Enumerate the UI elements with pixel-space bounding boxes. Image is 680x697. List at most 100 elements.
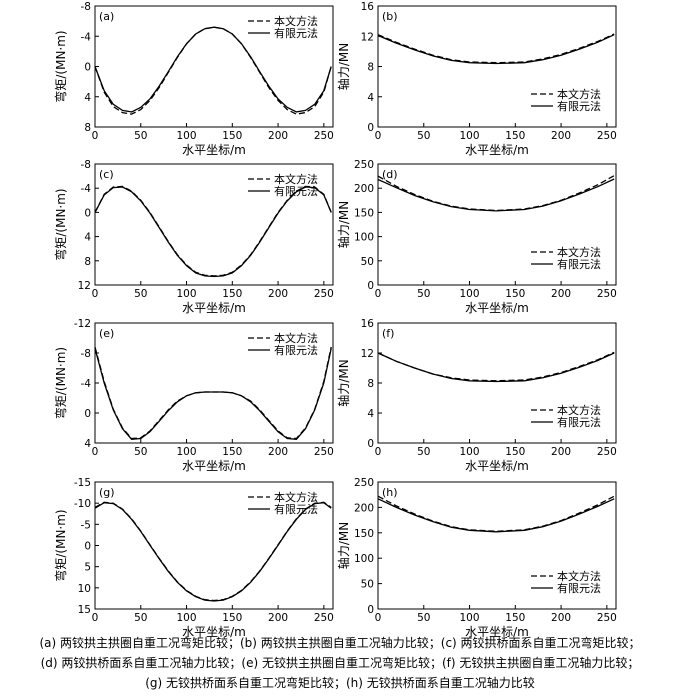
y-axis-title: 弯矩/(MN·m) bbox=[53, 30, 68, 102]
y-tick-label: -8 bbox=[81, 1, 91, 13]
panel-label: (a) bbox=[99, 10, 114, 23]
legend-label: 有限元法 bbox=[557, 99, 601, 113]
y-axis-title: 弯矩/(MN·m) bbox=[53, 347, 68, 419]
x-tick-label: 200 bbox=[551, 446, 571, 458]
y-tick-label: 150 bbox=[354, 207, 374, 219]
y-tick-label: 4 bbox=[367, 92, 374, 104]
y-tick-label: 10 bbox=[78, 583, 91, 595]
y-tick-label: 0 bbox=[84, 207, 91, 219]
y-tick-label: 200 bbox=[354, 502, 374, 514]
y-tick-label: -4 bbox=[81, 183, 92, 195]
plot-frame bbox=[94, 163, 334, 286]
y-tick-label: 4 bbox=[84, 438, 91, 450]
x-axis-title: 水平坐标/m bbox=[465, 301, 529, 315]
y-tick-label: 4 bbox=[367, 408, 374, 420]
panel-label: (d) bbox=[382, 168, 398, 181]
legend-label: 本文方法 bbox=[274, 14, 318, 28]
legend-label: 有限元法 bbox=[274, 26, 318, 40]
legend-label: 本文方法 bbox=[274, 172, 318, 186]
series-line-2 bbox=[94, 502, 332, 602]
y-tick-label: 150 bbox=[354, 528, 374, 540]
y-tick-label: 16 bbox=[361, 318, 375, 330]
series-line-1 bbox=[94, 501, 332, 602]
chart-panel-3: 0 50 100 150 200 250 -8 -4 0 4 8 12 水平坐标/m 弯矩/(MN·m) (… bbox=[53, 159, 334, 315]
y-tick-label: 0 bbox=[84, 408, 91, 420]
series-line-2 bbox=[377, 498, 615, 533]
y-tick-label: -4 bbox=[81, 31, 92, 43]
y-tick-label: 8 bbox=[367, 378, 374, 390]
x-tick-label: 200 bbox=[268, 446, 288, 458]
y-tick-label: -10 bbox=[74, 498, 91, 510]
x-tick-label: 0 bbox=[375, 612, 382, 624]
series-line-2 bbox=[377, 34, 615, 65]
legend-label: 本文方法 bbox=[557, 245, 601, 259]
x-axis-title: 水平坐标/m bbox=[465, 143, 529, 157]
x-tick-label: 100 bbox=[460, 288, 480, 300]
y-tick-label: -12 bbox=[74, 318, 91, 330]
y-axis-title: 轴力/MN bbox=[336, 522, 351, 569]
y-tick-label: 200 bbox=[354, 183, 374, 195]
x-tick-label: 250 bbox=[314, 612, 334, 624]
chart-panel-5: 0 50 100 150 200 250-12-8-404水平坐标/m弯矩/(MN·m)(… bbox=[53, 318, 334, 473]
x-tick-label: 100 bbox=[460, 446, 480, 458]
series-line-1 bbox=[94, 185, 332, 277]
x-tick-label: 50 bbox=[134, 288, 147, 300]
x-axis-title: 水平坐标/m bbox=[465, 459, 529, 473]
legend-label: 有限元法 bbox=[557, 415, 601, 429]
y-tick-label: 0 bbox=[84, 62, 91, 74]
x-tick-label: 50 bbox=[134, 612, 147, 624]
x-axis-title: 水平坐标/m bbox=[182, 459, 246, 473]
y-tick-label: 0 bbox=[367, 604, 374, 616]
legend-label: 有限元法 bbox=[557, 257, 601, 271]
x-tick-label: 50 bbox=[134, 446, 147, 458]
y-axis-title: 轴力/MN bbox=[336, 359, 351, 406]
plot-frame bbox=[377, 163, 617, 286]
legend-label: 本文方法 bbox=[274, 331, 318, 345]
x-tick-label: 150 bbox=[505, 288, 525, 300]
chart-panel-7: 0 50 100 150 200 250 -15 -10 -5 0 5 10 15 水平坐标/m 弯矩/(M… bbox=[53, 477, 334, 639]
x-tick-label: 0 bbox=[92, 446, 99, 458]
chart-panel-1: 0 50 100 150 200 250 -8 -4 0 4 8 水平坐标/m 弯矩/(MN·m) (a)… bbox=[53, 1, 334, 157]
x-tick-label: 150 bbox=[222, 288, 242, 300]
y-tick-label: 50 bbox=[361, 256, 374, 268]
y-tick-label: 12 bbox=[361, 31, 374, 43]
y-axis-title: 轴力/MN bbox=[336, 201, 351, 248]
x-tick-label: 100 bbox=[460, 612, 480, 624]
y-tick-label: 5 bbox=[84, 562, 91, 574]
figure-caption: (a) 两铰拱主拱圈自重工况弯矩比较；(b) 两铰拱主拱圈自重工况轴力比较；(c… bbox=[0, 633, 680, 693]
x-tick-label: 100 bbox=[177, 288, 197, 300]
legend-label: 有限元法 bbox=[274, 343, 318, 357]
y-tick-label: 0 bbox=[84, 541, 91, 553]
y-tick-label: -15 bbox=[74, 477, 91, 489]
x-tick-label: 0 bbox=[92, 612, 99, 624]
series-line-1 bbox=[377, 175, 615, 212]
y-axis-title: 轴力/MN bbox=[336, 43, 351, 90]
x-tick-label: 150 bbox=[222, 612, 242, 624]
y-tick-label: 15 bbox=[78, 604, 91, 616]
y-tick-label: 250 bbox=[354, 159, 374, 171]
panel-label: (g) bbox=[99, 486, 115, 499]
x-tick-label: 150 bbox=[505, 130, 525, 142]
x-tick-label: 250 bbox=[314, 446, 334, 458]
y-tick-label: 0 bbox=[367, 280, 374, 292]
x-tick-label: 150 bbox=[505, 446, 525, 458]
series-line-2 bbox=[377, 352, 615, 383]
x-tick-label: 250 bbox=[597, 130, 617, 142]
x-tick-label: 100 bbox=[177, 612, 197, 624]
series-line-1 bbox=[377, 33, 615, 64]
y-tick-label: -4 bbox=[81, 378, 92, 390]
x-tick-label: 200 bbox=[551, 130, 571, 142]
x-tick-label: 200 bbox=[268, 612, 288, 624]
caption-line-3: (g) 无铰拱桥面系自重工况弯矩比较；(h) 无铰拱桥面系自重工况轴力比较 bbox=[145, 676, 535, 690]
x-tick-label: 150 bbox=[222, 130, 242, 142]
y-tick-label: 250 bbox=[354, 477, 374, 489]
y-tick-label: 16 bbox=[361, 1, 375, 13]
series-line-2 bbox=[377, 178, 615, 212]
legend-label: 有限元法 bbox=[557, 581, 601, 595]
legend-label: 本文方法 bbox=[557, 403, 601, 417]
x-axis-title: 水平坐标/m bbox=[465, 625, 529, 639]
y-tick-label: 8 bbox=[84, 122, 91, 134]
y-tick-label: 12 bbox=[78, 280, 91, 292]
x-tick-label: 250 bbox=[597, 288, 617, 300]
x-tick-label: 200 bbox=[268, 288, 288, 300]
